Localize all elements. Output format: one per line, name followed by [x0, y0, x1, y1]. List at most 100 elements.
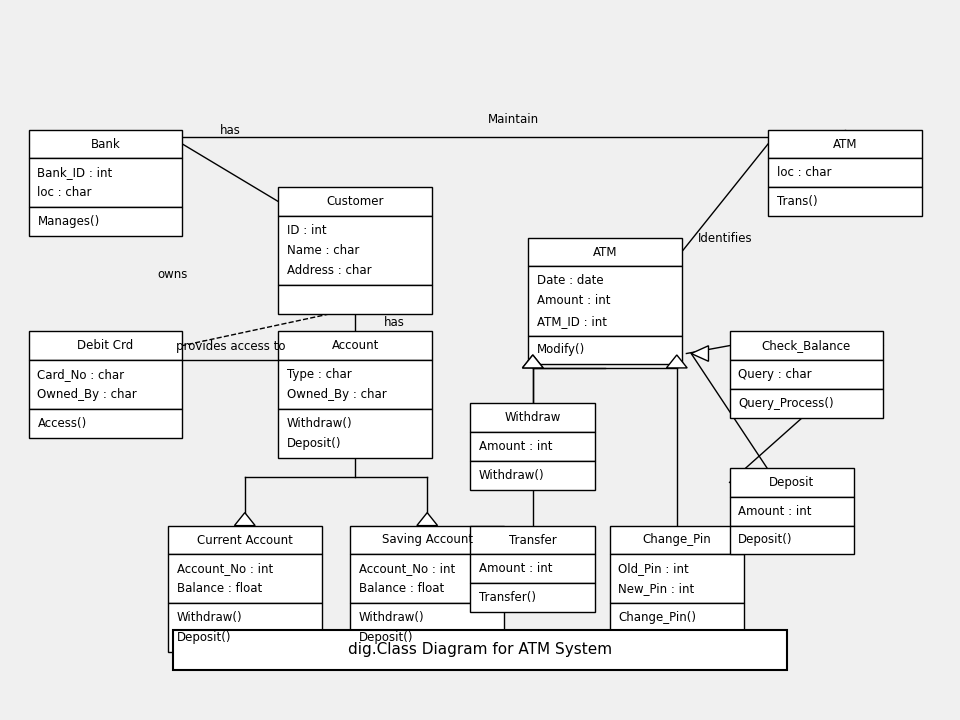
Text: Amount : int: Amount : int	[479, 440, 553, 453]
FancyBboxPatch shape	[278, 216, 432, 285]
FancyBboxPatch shape	[730, 360, 883, 389]
Text: New_Pin : int: New_Pin : int	[618, 582, 694, 595]
Text: ATM: ATM	[832, 138, 857, 150]
Text: Deposit(): Deposit()	[287, 437, 342, 450]
FancyBboxPatch shape	[350, 554, 504, 603]
Text: Query : char: Query : char	[738, 368, 812, 381]
FancyBboxPatch shape	[29, 360, 182, 409]
Text: Deposit(): Deposit()	[738, 534, 793, 546]
FancyBboxPatch shape	[470, 583, 595, 612]
Text: Trans(): Trans()	[777, 195, 817, 208]
Polygon shape	[522, 355, 543, 368]
FancyBboxPatch shape	[29, 130, 182, 158]
FancyBboxPatch shape	[730, 331, 883, 360]
Text: Date : date: Date : date	[537, 274, 603, 287]
FancyBboxPatch shape	[610, 554, 744, 603]
FancyBboxPatch shape	[278, 187, 432, 216]
Text: Manages(): Manages()	[37, 215, 100, 228]
Text: Identifies: Identifies	[698, 232, 752, 245]
FancyBboxPatch shape	[168, 603, 322, 652]
Text: Owned_By : char: Owned_By : char	[37, 388, 137, 401]
FancyBboxPatch shape	[470, 432, 595, 461]
FancyBboxPatch shape	[350, 603, 504, 652]
Text: Old_Pin : int: Old_Pin : int	[618, 562, 689, 575]
Text: Type : char: Type : char	[287, 368, 351, 381]
FancyBboxPatch shape	[350, 526, 504, 554]
Text: dig.Class Diagram for ATM System: dig.Class Diagram for ATM System	[348, 642, 612, 657]
Text: Bank: Bank	[91, 138, 120, 150]
FancyBboxPatch shape	[730, 468, 854, 497]
Text: Balance : float: Balance : float	[359, 582, 444, 595]
FancyBboxPatch shape	[528, 266, 682, 336]
Text: Name : char: Name : char	[287, 244, 359, 257]
Text: Withdraw(): Withdraw()	[287, 417, 352, 430]
Text: Withdraw(): Withdraw()	[359, 611, 424, 624]
FancyBboxPatch shape	[278, 285, 432, 314]
Text: Query_Process(): Query_Process()	[738, 397, 834, 410]
Polygon shape	[522, 355, 543, 368]
FancyBboxPatch shape	[470, 554, 595, 583]
Text: Modify(): Modify()	[537, 343, 585, 356]
Text: loc : char: loc : char	[37, 186, 92, 199]
Text: Current Account: Current Account	[197, 534, 293, 546]
FancyBboxPatch shape	[730, 389, 883, 418]
Text: ATM: ATM	[592, 246, 617, 258]
FancyBboxPatch shape	[168, 554, 322, 603]
Text: Account_No : int: Account_No : int	[359, 562, 455, 575]
Text: Transfer: Transfer	[509, 534, 557, 546]
Text: Change_Pin(): Change_Pin()	[618, 611, 696, 624]
FancyBboxPatch shape	[730, 497, 854, 526]
Text: owns: owns	[157, 268, 188, 281]
FancyBboxPatch shape	[768, 130, 922, 158]
Text: Transfer(): Transfer()	[479, 591, 536, 604]
FancyBboxPatch shape	[730, 526, 854, 554]
FancyBboxPatch shape	[173, 630, 787, 670]
Text: ATM_ID : int: ATM_ID : int	[537, 315, 607, 328]
FancyBboxPatch shape	[29, 409, 182, 438]
Text: Account: Account	[331, 339, 379, 352]
Text: Access(): Access()	[37, 417, 86, 430]
Polygon shape	[666, 355, 687, 368]
FancyBboxPatch shape	[768, 187, 922, 216]
Text: Account_No : int: Account_No : int	[177, 562, 273, 575]
FancyBboxPatch shape	[610, 526, 744, 554]
Text: has: has	[384, 316, 405, 329]
Text: Owned_By : char: Owned_By : char	[287, 388, 387, 401]
FancyBboxPatch shape	[29, 207, 182, 236]
FancyBboxPatch shape	[168, 526, 322, 554]
FancyBboxPatch shape	[29, 158, 182, 207]
FancyBboxPatch shape	[278, 360, 432, 409]
Text: Amount : int: Amount : int	[537, 294, 611, 307]
FancyBboxPatch shape	[278, 409, 432, 458]
Text: Amount : int: Amount : int	[738, 505, 812, 518]
Text: ID : int: ID : int	[287, 224, 326, 237]
Text: Withdraw(): Withdraw()	[479, 469, 544, 482]
Text: Debit Crd: Debit Crd	[78, 339, 133, 352]
Text: has: has	[220, 124, 241, 137]
Text: Bank_ID : int: Bank_ID : int	[37, 166, 112, 179]
FancyBboxPatch shape	[29, 331, 182, 360]
FancyBboxPatch shape	[528, 336, 682, 364]
Polygon shape	[234, 513, 255, 526]
Text: Address : char: Address : char	[287, 264, 372, 277]
Text: Deposit(): Deposit()	[359, 631, 414, 644]
Text: Card_No : char: Card_No : char	[37, 368, 125, 381]
FancyBboxPatch shape	[528, 238, 682, 266]
Text: Amount : int: Amount : int	[479, 562, 553, 575]
FancyBboxPatch shape	[470, 526, 595, 554]
Text: Customer: Customer	[326, 195, 384, 208]
FancyBboxPatch shape	[610, 603, 744, 632]
Text: Balance : float: Balance : float	[177, 582, 262, 595]
Text: Saving Account: Saving Account	[382, 534, 472, 546]
Text: Deposit: Deposit	[769, 476, 815, 489]
FancyBboxPatch shape	[768, 158, 922, 187]
Text: Withdraw: Withdraw	[505, 411, 561, 424]
Text: Change_Pin: Change_Pin	[642, 534, 711, 546]
Text: Check_Balance: Check_Balance	[762, 339, 851, 352]
Text: Withdraw(): Withdraw()	[177, 611, 242, 624]
Polygon shape	[691, 346, 708, 361]
Text: Maintain: Maintain	[488, 113, 540, 126]
Polygon shape	[417, 513, 438, 526]
Text: Deposit(): Deposit()	[177, 631, 231, 644]
Text: provides access to: provides access to	[176, 340, 285, 353]
